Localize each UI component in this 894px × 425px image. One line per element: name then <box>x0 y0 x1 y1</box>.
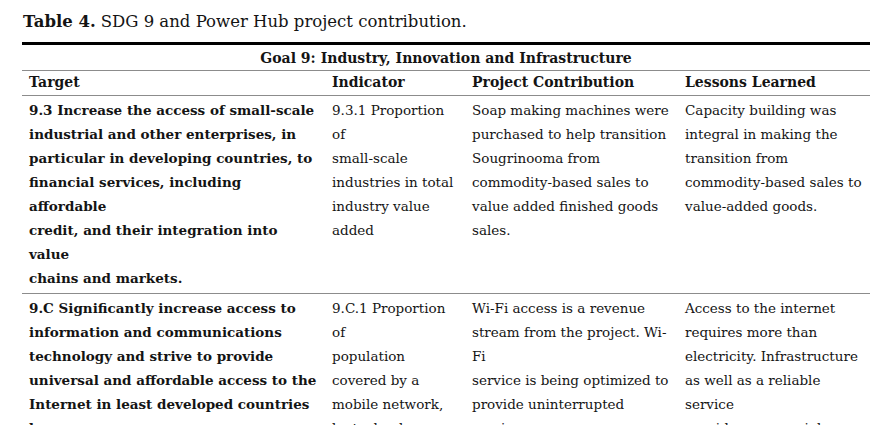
column-header-project-contribution: Project Contribution <box>465 71 678 96</box>
table-caption-text: SDG 9 and Power Hub project contribution… <box>101 12 467 31</box>
column-header-lessons-learned: Lessons Learned <box>678 71 870 96</box>
column-header-indicator: Indicator <box>325 71 465 96</box>
table-row-9-c: 9.C Significantly increase access to inf… <box>22 294 870 425</box>
column-header-target: Target <box>22 71 325 96</box>
sdg-contribution-table: Goal 9: Industry, Innovation and Infrast… <box>22 42 870 425</box>
lessons-learned-cell: Access to the internet requires more tha… <box>678 294 870 425</box>
target-cell: 9.3 Increase the access of small-scale i… <box>22 96 325 294</box>
goal-header: Goal 9: Industry, Innovation and Infrast… <box>22 44 870 71</box>
lessons-learned-cell: Capacity building was integral in making… <box>678 96 870 294</box>
project-contribution-cell: Wi-Fi access is a revenue stream from th… <box>465 294 678 425</box>
document-page: Table 4. SDG 9 and Power Hub project cont… <box>0 0 894 425</box>
indicator-cell: 9.3.1 Proportion of small-scale industri… <box>325 96 465 294</box>
indicator-cell: 9.C.1 Proportion of population covered b… <box>325 294 465 425</box>
table-caption-label: Table 4. <box>23 12 96 31</box>
project-contribution-cell: Soap making machines were purchased to h… <box>465 96 678 294</box>
goal-header-row: Goal 9: Industry, Innovation and Infrast… <box>22 44 870 71</box>
table-row-9-3: 9.3 Increase the access of small-scale i… <box>22 96 870 294</box>
table-caption: Table 4. SDG 9 and Power Hub project cont… <box>23 11 870 32</box>
target-cell: 9.C Significantly increase access to inf… <box>22 294 325 425</box>
column-header-row: Target Indicator Project Contribution Le… <box>22 71 870 96</box>
